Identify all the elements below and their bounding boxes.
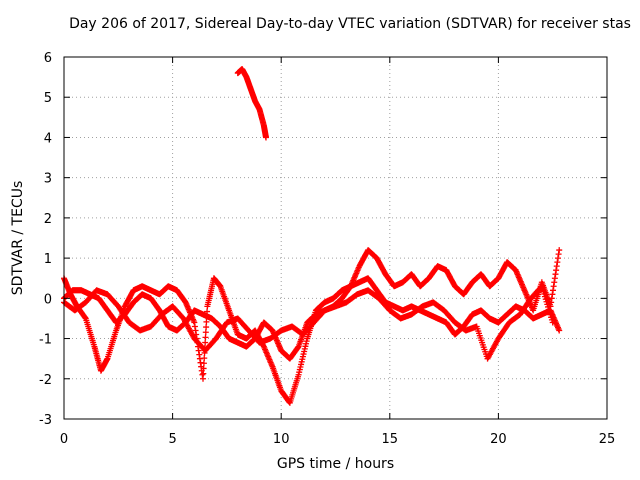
chart-title: Day 206 of 2017, Sidereal Day-to-day VTE… <box>69 16 631 32</box>
data-point <box>202 334 209 341</box>
data-point <box>556 327 563 334</box>
y-tick-label: 3 <box>44 172 52 187</box>
x-tick-label: 5 <box>168 432 176 447</box>
x-axis-label: GPS time / hours <box>276 456 395 472</box>
x-tick-label: 25 <box>599 432 616 447</box>
plot-frame <box>63 56 608 420</box>
data-points <box>61 66 563 406</box>
data-point <box>556 247 563 254</box>
y-tick-label: -1 <box>39 333 52 348</box>
y-tick-label: 2 <box>44 212 52 227</box>
data-point <box>203 318 210 325</box>
data-point <box>202 339 209 346</box>
y-tick-label: -3 <box>39 413 52 428</box>
data-point <box>262 134 269 141</box>
y-tick-label: 6 <box>44 51 52 66</box>
grid-lines <box>64 57 607 419</box>
y-tick-label: 0 <box>44 292 52 307</box>
x-tick-label: 15 <box>382 432 399 447</box>
y-tick-label: 5 <box>44 91 52 106</box>
data-point <box>200 370 207 377</box>
data-point <box>201 355 208 362</box>
axis-ticks: 0 5 10 15 20 25 -3 -2 -1 0 1 2 3 4 5 6 <box>39 51 615 447</box>
data-point <box>200 365 207 372</box>
data-point <box>549 319 556 326</box>
y-tick-label: -2 <box>39 373 52 388</box>
x-tick-label: 0 <box>60 432 68 447</box>
y-tick-label: 1 <box>44 252 52 267</box>
x-tick-label: 20 <box>490 432 507 447</box>
data-point <box>202 329 209 336</box>
y-tick-label: 4 <box>44 131 52 146</box>
x-tick-label: 10 <box>273 432 290 447</box>
data-point <box>203 324 210 331</box>
data-point <box>200 375 207 382</box>
data-point <box>200 360 207 367</box>
